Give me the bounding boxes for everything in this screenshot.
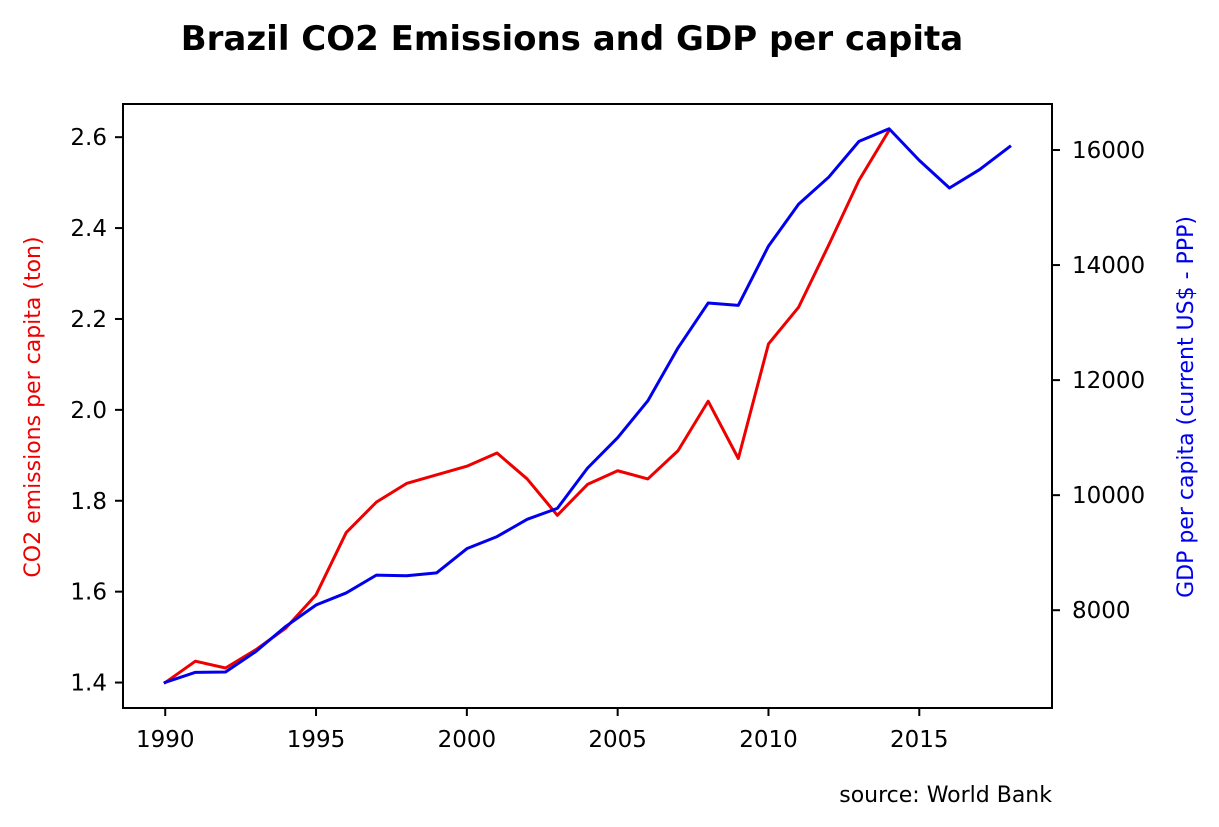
chart-title: Brazil CO2 Emissions and GDP per capita: [181, 19, 963, 59]
series-line-right: [163, 127, 1012, 685]
y-tick-label-left: 1.8: [70, 489, 107, 515]
series-layer: [163, 127, 1012, 685]
x-tick-label: 2015: [890, 727, 949, 753]
y-axis-label-left: CO2 emissions per capita (ton): [21, 236, 46, 577]
x-tick-label: 2000: [438, 727, 497, 753]
y-tick-label-left: 2.4: [70, 216, 107, 242]
y-tick-label-right: 10000: [1072, 483, 1145, 509]
x-tick-label: 1995: [287, 727, 346, 753]
series-line-left: [163, 128, 892, 685]
y-tick-label-right: 12000: [1072, 368, 1145, 394]
plot-frame: [122, 103, 1053, 709]
y-tick-label-left: 1.6: [70, 580, 107, 606]
y-tick-label-left: 2.2: [70, 307, 107, 333]
x-tick-label: 2005: [588, 727, 647, 753]
y-tick-label-left: 1.4: [70, 671, 107, 697]
y-tick-label-right: 8000: [1072, 598, 1131, 624]
source-note: source: World Bank: [839, 783, 1052, 808]
y-tick-label-right: 16000: [1072, 138, 1145, 164]
x-tick-label: 1990: [136, 727, 195, 753]
y-tick-label-right: 14000: [1072, 253, 1145, 279]
x-tick-label: 2010: [739, 727, 798, 753]
y-axis-label-right: GDP per capita (current US$ - PPP): [1174, 216, 1199, 598]
y-tick-label-left: 2.6: [70, 125, 107, 151]
axes-layer: 1990 1995 2000 2005 2010 2015 1.4 1.6 1.8 2.0 2.2 2…: [70, 103, 1145, 753]
y-tick-label-left: 2.0: [70, 398, 107, 424]
